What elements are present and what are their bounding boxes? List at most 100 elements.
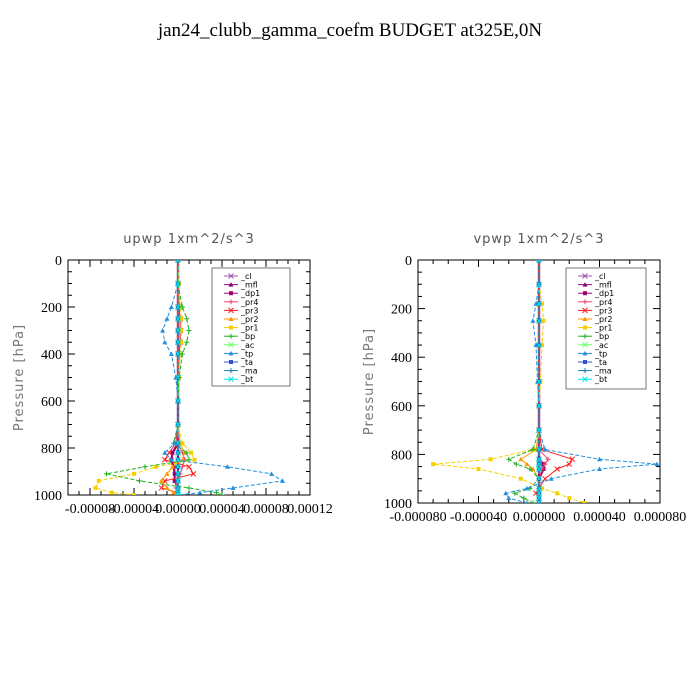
series-point-tp xyxy=(164,316,170,321)
y-tick-label: 400 xyxy=(41,348,62,363)
legend-marker xyxy=(583,291,587,296)
x-tick-label: 0.00012 xyxy=(287,502,333,517)
legend-marker xyxy=(229,291,233,296)
series-point-pr2 xyxy=(171,490,177,495)
x-tick-label: 0.00008 xyxy=(243,502,289,517)
legend-entry: _pr4 xyxy=(240,298,258,307)
series-line-tp xyxy=(504,260,658,503)
series-group xyxy=(431,260,660,503)
legend-marker xyxy=(582,341,588,348)
legend-entry: _tp xyxy=(594,349,607,358)
series-point-tp xyxy=(542,447,548,452)
y-tick-label: 800 xyxy=(391,448,412,463)
x-tick-label: -0.00008 xyxy=(65,502,115,517)
series-point-bt xyxy=(536,456,542,463)
series-point-pr2 xyxy=(164,485,170,490)
y-tick-label: 0 xyxy=(405,254,412,269)
legend-entry: _bp xyxy=(240,332,255,341)
series-point-bp xyxy=(186,485,192,491)
series-point-bp xyxy=(179,351,185,357)
series-point-bp xyxy=(184,450,190,456)
series-point-bt xyxy=(536,300,542,307)
series-point-bt xyxy=(175,440,181,447)
series-point-tp xyxy=(162,339,168,345)
legend-entry: _pr4 xyxy=(594,298,612,307)
series-point-bt xyxy=(536,485,542,492)
series-point-bt xyxy=(536,260,542,263)
series-point-pr1 xyxy=(132,471,136,476)
series-point-tp xyxy=(172,440,178,446)
legend-marker xyxy=(582,282,588,287)
legend-entry: _ma xyxy=(240,367,258,376)
legend-marker xyxy=(582,350,588,356)
legend-marker xyxy=(228,350,234,356)
series-point-bp xyxy=(186,457,192,463)
series-point-pr1 xyxy=(541,318,546,323)
series-point-tp xyxy=(548,476,554,481)
series-point-bt xyxy=(175,456,181,463)
series-point-bp xyxy=(521,495,527,501)
series-point-bt xyxy=(536,427,542,433)
series-point-pr1 xyxy=(179,316,184,321)
series-point-bt xyxy=(175,327,181,334)
legend-marker xyxy=(228,299,234,305)
series-point-bp xyxy=(506,456,512,462)
series-point-bp xyxy=(214,490,219,495)
legend-entry: _ac xyxy=(240,341,254,350)
series-point-bt xyxy=(175,489,181,495)
legend-entry: _bt xyxy=(594,375,607,384)
series-point-bp xyxy=(530,500,536,503)
y-axis-label: Pressure [hPa] xyxy=(12,324,27,431)
legend-marker xyxy=(582,333,588,339)
legend-marker xyxy=(582,273,588,279)
x-tick-label: 0.000040 xyxy=(573,510,626,525)
legend-marker xyxy=(228,333,234,339)
series-point-tp xyxy=(506,495,512,501)
y-tick-label: 1000 xyxy=(34,489,62,504)
legend-marker xyxy=(228,282,234,287)
legend-entry: _mfl xyxy=(594,281,612,290)
series-point-dp1 xyxy=(172,471,177,476)
x-tick-label: -0.000080 xyxy=(389,510,446,525)
series-point-bt xyxy=(536,446,542,453)
series-point-bt xyxy=(175,463,181,470)
legend-entry: _dp1 xyxy=(240,289,260,298)
x-tick-label: 0.000000 xyxy=(513,510,566,525)
y-tick-label: 1000 xyxy=(384,497,412,512)
series-point-bp xyxy=(184,339,190,345)
legend-entry: _ma xyxy=(594,367,612,376)
series-point-pr1 xyxy=(180,441,185,446)
series-point-tp xyxy=(524,485,530,491)
vpwp-panel: 0 200 400 600 800 1000-0.000080 -0.000040 0.000… xyxy=(362,232,686,525)
series-point-tp xyxy=(230,485,236,490)
legend-marker xyxy=(229,325,233,330)
series-point-pr2 xyxy=(524,461,530,467)
legend-entry: _pr2 xyxy=(240,315,258,324)
legend-box xyxy=(565,267,647,390)
series-point-tp xyxy=(168,351,174,356)
series-point-pr1 xyxy=(476,466,481,471)
series-point-tp xyxy=(160,328,166,333)
series-point-bt xyxy=(175,421,181,428)
series-point-pr3 xyxy=(158,485,165,491)
series-point-bt xyxy=(175,280,181,287)
y-tick-label: 600 xyxy=(41,395,62,410)
series-point-bt xyxy=(175,470,181,477)
series-point-tp xyxy=(597,466,602,471)
legend-entry: _ac xyxy=(594,341,608,350)
series-point-pr1 xyxy=(540,486,545,491)
series-point-bp xyxy=(142,464,148,470)
legend-entry: _pr3 xyxy=(240,306,258,315)
series-point-bt xyxy=(536,500,542,503)
upwp-panel: 0 200 400 600 800 1000-0.00008-0.000040.00000… xyxy=(12,232,333,517)
series-point-bp xyxy=(513,461,519,467)
series-point-pr1 xyxy=(540,301,545,306)
series-line-pr1 xyxy=(433,260,585,503)
series-point-bt xyxy=(175,485,181,491)
x-tick-label: 0.00000 xyxy=(155,502,201,517)
legend-marker xyxy=(582,376,588,383)
series-point-bt xyxy=(536,490,542,497)
series-point-bp xyxy=(186,328,192,333)
series-line-bp xyxy=(507,260,540,503)
y-axis-label: Pressure [hPa] xyxy=(362,328,377,435)
